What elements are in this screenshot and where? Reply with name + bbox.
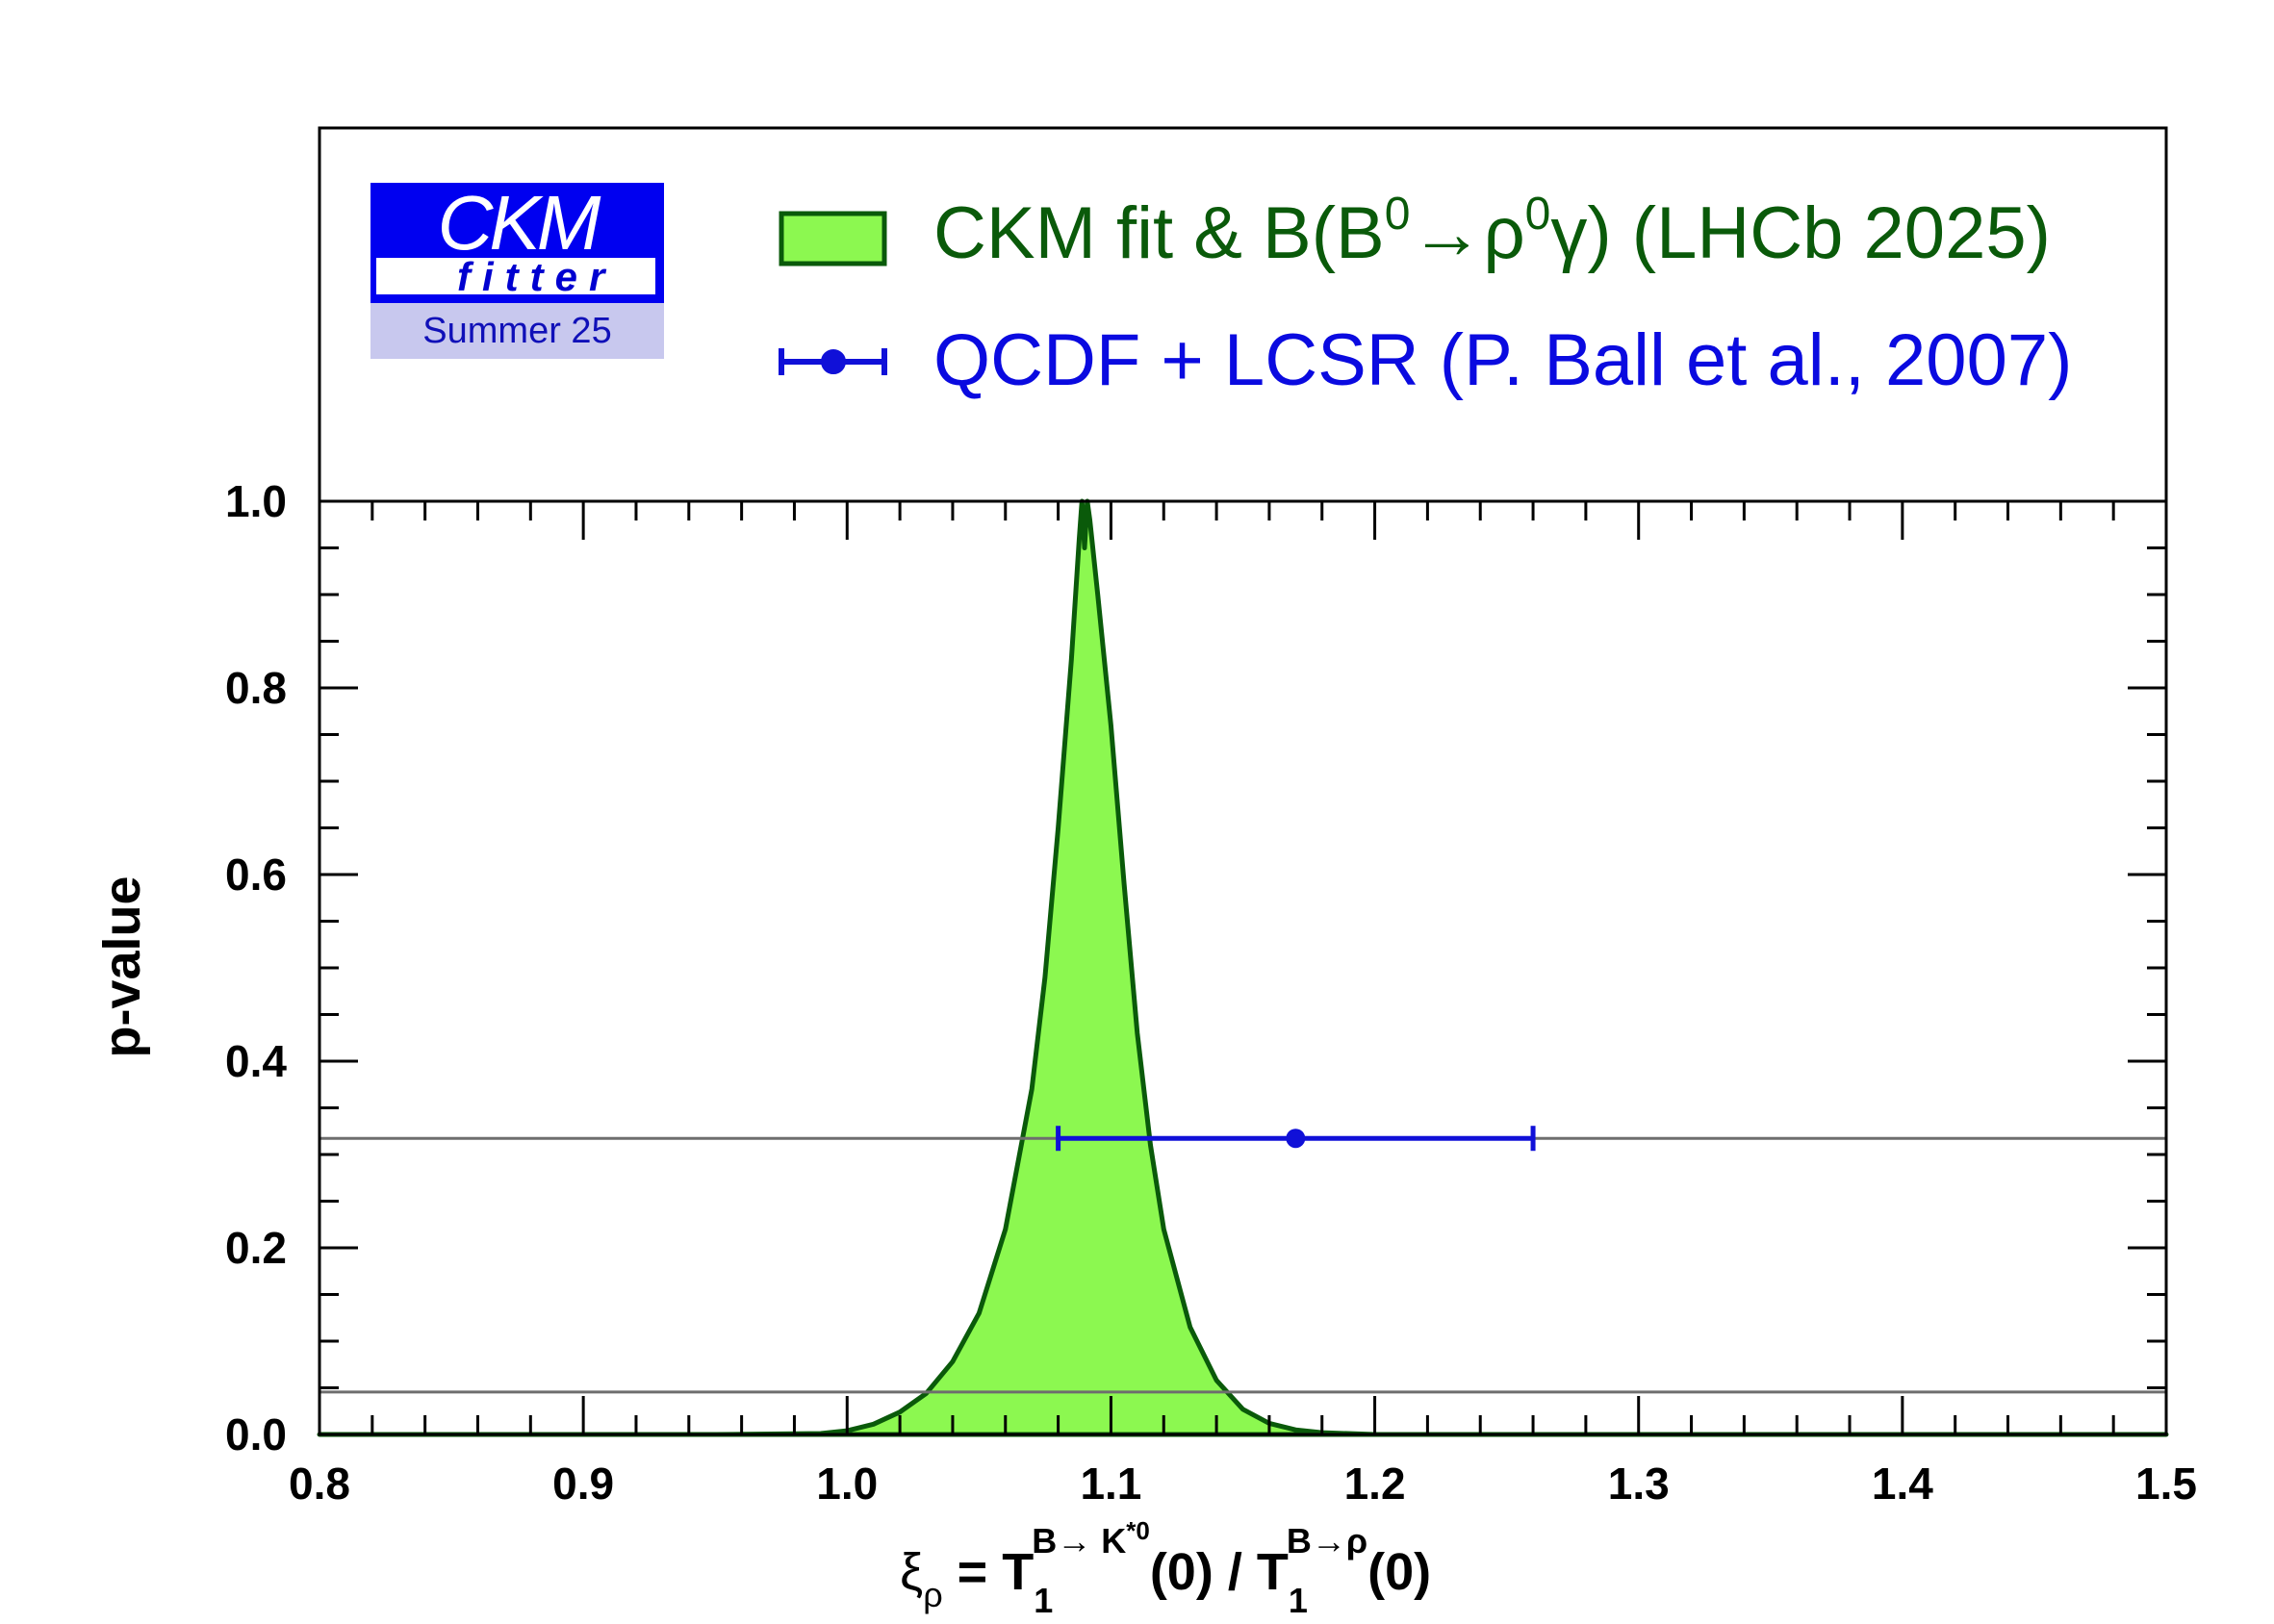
- legend-fit-prefix: CKM fit & B(B: [933, 192, 1385, 274]
- x-label-t2-sub: 1: [1289, 1581, 1308, 1620]
- x-label-end: (0): [1367, 1543, 1431, 1601]
- x-tick-label-3: 1.1: [1080, 1459, 1141, 1509]
- x-tick-label-1: 0.9: [552, 1459, 614, 1509]
- legend-fit-swatch: [779, 211, 887, 266]
- theory-central-value-dot: [1286, 1129, 1306, 1149]
- x-tick-label-5: 1.3: [1608, 1459, 1670, 1509]
- y-tick-label-3: 0.6: [225, 850, 287, 900]
- x-label-t2-sup: B→ρ: [1287, 1521, 1367, 1561]
- x-axis-ticks: 0.8 0.9 1.0 1.1 1.2 1.3 1.4 1.5: [289, 501, 2197, 1509]
- y-tick-label-1: 0.2: [225, 1223, 287, 1273]
- x-label-t1-sup: B→ K: [1032, 1521, 1126, 1561]
- x-tick-label-0: 0.8: [289, 1459, 350, 1509]
- x-label-eq: = T: [943, 1543, 1035, 1601]
- x-label-t1-sub: 1: [1034, 1581, 1053, 1620]
- legend-fit-sup1: 0: [1385, 189, 1411, 240]
- legend-theory-marker: [779, 348, 887, 375]
- y-tick-label-2: 0.4: [225, 1036, 287, 1086]
- y-tick-label-0: 0.0: [225, 1409, 287, 1459]
- x-axis-label: ξρ = T1B→ K*0(0) / T1B→ρ(0): [900, 1516, 1431, 1620]
- x-label-xi: ξ: [900, 1543, 923, 1601]
- legend-fit-suffix: γ) (LHCb 2025): [1550, 192, 2051, 274]
- legend-fit-label: CKM fit & B(B0→ρ0γ) (LHCb 2025): [933, 189, 2051, 274]
- ckmfitter-logo: CKM fitter Summer 25: [370, 183, 664, 359]
- logo-fitter-text: fitter: [457, 254, 617, 299]
- x-tick-label-4: 1.2: [1344, 1459, 1406, 1509]
- y-tick-label-5: 1.0: [225, 476, 287, 526]
- legend-theory-dot: [821, 349, 846, 374]
- y-axis-ticks: 0.0 0.2 0.4 0.6 0.8 1.0: [225, 476, 2166, 1459]
- legend-fit-mid: →ρ: [1410, 192, 1524, 274]
- x-tick-label-7: 1.5: [2135, 1459, 2197, 1509]
- y-tick-label-4: 0.8: [225, 663, 287, 713]
- legend-theory-label: QCDF + LCSR (P. Ball et al., 2007): [933, 319, 2072, 401]
- y-axis-label: p-value: [93, 875, 151, 1057]
- x-tick-label-6: 1.4: [1872, 1459, 1933, 1509]
- x-label-t1-sup-star: *0: [1126, 1516, 1150, 1545]
- legend-fit-sup2: 0: [1525, 189, 1551, 240]
- logo-edition-text: Summer 25: [422, 311, 612, 351]
- theory-errorbar: [1056, 1126, 1536, 1152]
- x-tick-label-2: 1.0: [816, 1459, 878, 1509]
- logo-fitter-band: [376, 258, 655, 294]
- logo-bottom-band: [370, 303, 664, 359]
- x-label-mid: (0) / T: [1150, 1543, 1289, 1601]
- logo-ckm-text: CKM: [437, 180, 601, 266]
- x-label-xi-sub: ρ: [923, 1575, 942, 1614]
